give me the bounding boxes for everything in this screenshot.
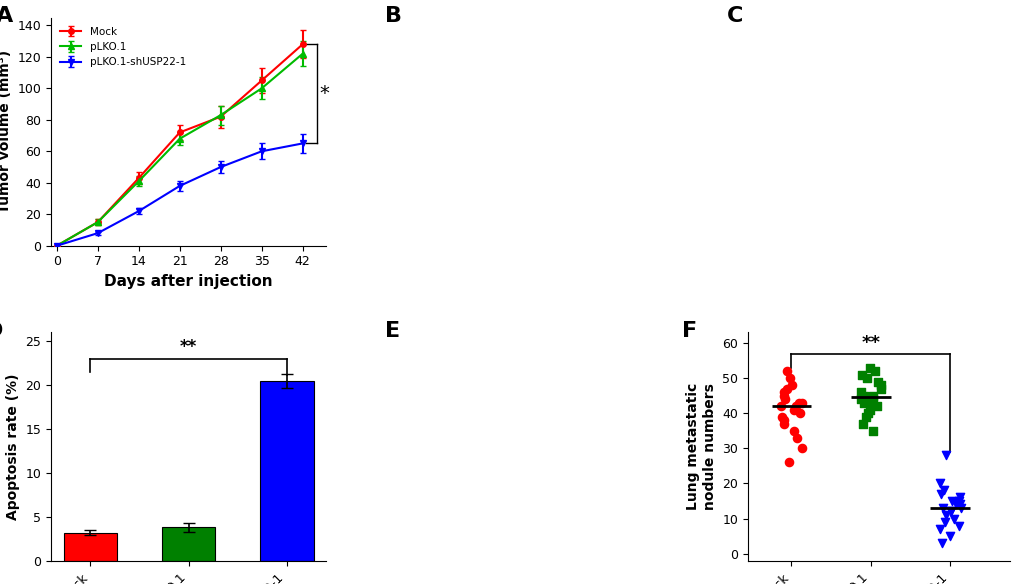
Point [852,394,868,404]
Point [952,503,968,513]
Point [785,426,801,436]
Point [852,387,868,397]
Point [932,538,949,548]
Text: B: B [384,6,401,26]
Point [872,380,889,390]
Point [775,387,792,397]
Text: **: ** [179,338,197,356]
X-axis label: Days after injection: Days after injection [104,274,272,289]
Point [862,398,878,407]
Text: D: D [0,321,3,341]
Point [931,479,948,488]
Point [932,489,949,499]
Point [780,458,796,467]
Text: **: ** [860,333,879,352]
Point [868,401,884,411]
Point [790,398,806,407]
Text: E: E [384,321,399,341]
Point [945,514,961,523]
Point [934,486,951,495]
Point [861,405,877,414]
Point [934,503,951,513]
Point [944,496,960,506]
Point [853,370,869,379]
Point [930,524,947,534]
Y-axis label: Apoptosis rate (%): Apoptosis rate (%) [6,373,19,520]
Bar [161,527,215,561]
Point [772,412,789,422]
Text: C: C [727,6,743,26]
Point [864,391,880,400]
Point [781,373,797,383]
Point [793,444,809,453]
Point [774,419,791,429]
Point [784,380,800,390]
Point [943,507,959,516]
Point [785,405,801,414]
Point [942,507,958,516]
Point [937,510,954,520]
Point [774,416,791,425]
Point [855,398,871,407]
Point [858,373,874,383]
Point [779,384,795,393]
Point [935,517,952,527]
Bar [260,381,313,561]
Point [854,419,870,429]
Point [951,521,967,530]
Bar [63,533,117,561]
Point [951,493,967,502]
Point [864,394,880,404]
Point [859,409,875,418]
Point [772,401,789,411]
Point [951,500,967,509]
Text: F: F [682,321,697,341]
Point [788,433,804,443]
Point [872,384,889,393]
Point [950,496,966,506]
Y-axis label: Tumor volume (mm³): Tumor volume (mm³) [0,50,12,213]
Point [788,401,804,411]
Point [864,426,880,436]
Text: *: * [319,84,329,103]
Point [866,366,882,376]
Point [860,363,876,372]
Point [869,377,886,386]
Legend: Mock, pLKO.1, pLKO.1-shUSP22-1: Mock, pLKO.1, pLKO.1-shUSP22-1 [56,23,190,71]
Point [937,451,954,460]
Point [776,394,793,404]
Point [777,366,794,376]
Text: A: A [0,6,13,26]
Y-axis label: Lung metastatic
nodule numbers: Lung metastatic nodule numbers [686,383,716,510]
Point [942,531,958,541]
Point [791,409,807,418]
Point [793,398,809,407]
Point [948,500,964,509]
Point [775,391,792,400]
Point [857,412,873,422]
Point [855,391,871,400]
